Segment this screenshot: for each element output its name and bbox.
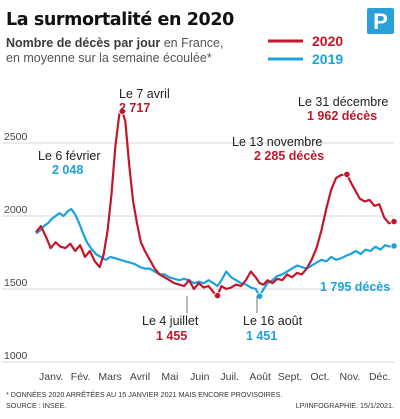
annotation-decembre-2019-value: 1 795 décès bbox=[320, 280, 390, 294]
y-grid: 1000 1500 2000 2500 bbox=[2, 131, 394, 363]
brand-logo-letter: P bbox=[373, 9, 388, 34]
chart-title: La surmortalité en 2020 bbox=[6, 10, 234, 30]
x-tick-oct: Oct. bbox=[310, 371, 329, 383]
legend: 2020 2019 bbox=[268, 33, 343, 67]
marker-2020-1 bbox=[213, 291, 222, 300]
annotation-avril-label: Le 7 avril bbox=[119, 87, 170, 101]
marker-2019-4 bbox=[256, 292, 264, 300]
y-tick-1000: 1000 bbox=[4, 350, 28, 362]
footnote-data: * DONNÉES 2020 ARRÊTÉES AU 15 JANVIER 20… bbox=[6, 390, 282, 399]
x-tick-mars: Mars bbox=[98, 371, 121, 383]
annotation-fevrier-value: 2 048 bbox=[52, 163, 83, 177]
marker-2020-3 bbox=[390, 217, 398, 226]
y-tick-2500: 2500 bbox=[4, 131, 28, 143]
y-tick-2000: 2000 bbox=[4, 204, 28, 216]
subtitle-bold: Nombre de décès par jour bbox=[6, 36, 160, 50]
marker-2020-0 bbox=[118, 107, 126, 115]
annotation-juillet-label: Le 4 juillet bbox=[142, 314, 199, 328]
annotation-fevrier-label: Le 6 février bbox=[38, 149, 101, 163]
x-tick-mai: Mai bbox=[161, 371, 178, 383]
x-tick-sept: Sept. bbox=[278, 371, 303, 383]
annotation-novembre-value: 2 285 décès bbox=[254, 149, 324, 163]
annotation-juillet-value: 1 455 bbox=[156, 329, 187, 343]
chart-subtitle-line-2: en moyenne sur la semaine écoulée* bbox=[6, 51, 212, 65]
annotation-aout-label: Le 16 août bbox=[243, 314, 303, 328]
credit: LP/INFOGRAPHIE. 15/1/2021. bbox=[296, 401, 394, 410]
marker-layer bbox=[118, 107, 398, 300]
brand-logo: P bbox=[367, 8, 394, 34]
marker-2019-5 bbox=[390, 242, 398, 250]
legend-label-2019: 2019 bbox=[312, 51, 343, 67]
x-tick-aout: Août bbox=[249, 371, 271, 383]
marker-2020-2 bbox=[343, 170, 351, 178]
annotation-decembre-label: Le 31 décembre bbox=[298, 95, 388, 109]
chart-subtitle-line-1: Nombre de décès par jour en France, bbox=[6, 36, 223, 50]
x-tick-juin: Juin bbox=[190, 371, 209, 383]
x-tick-dec: Déc. bbox=[369, 371, 391, 383]
y-tick-1500: 1500 bbox=[4, 277, 28, 289]
x-tick-fev: Fév. bbox=[71, 371, 91, 383]
x-tick-avril: Avril bbox=[130, 371, 150, 383]
x-tick-janv: Janv. bbox=[39, 371, 63, 383]
annotation-avril-value: 2 717 bbox=[119, 101, 150, 115]
footnote-source: SOURCE : INSEE. bbox=[6, 401, 66, 410]
annotation-decembre-value: 1 962 décès bbox=[307, 109, 377, 123]
series-line-2020 bbox=[35, 110, 395, 297]
x-tick-juil: Juil. bbox=[220, 371, 239, 383]
x-tick-nov: Nov. bbox=[339, 371, 360, 383]
legend-label-2020: 2020 bbox=[312, 33, 343, 49]
subtitle-rest: en France, bbox=[160, 36, 223, 50]
annotation-aout-value: 1 451 bbox=[246, 329, 277, 343]
series-line-2019 bbox=[35, 207, 395, 298]
annotation-novembre-label: Le 13 novembre bbox=[232, 135, 322, 149]
annotations: Le 7 avril 2 717 Le 6 février 2 048 Le 1… bbox=[38, 87, 390, 343]
series-layer bbox=[35, 110, 395, 298]
x-axis-months: Janv. Fév. Mars Avril Mai Juin Juil. Aoû… bbox=[39, 371, 391, 383]
